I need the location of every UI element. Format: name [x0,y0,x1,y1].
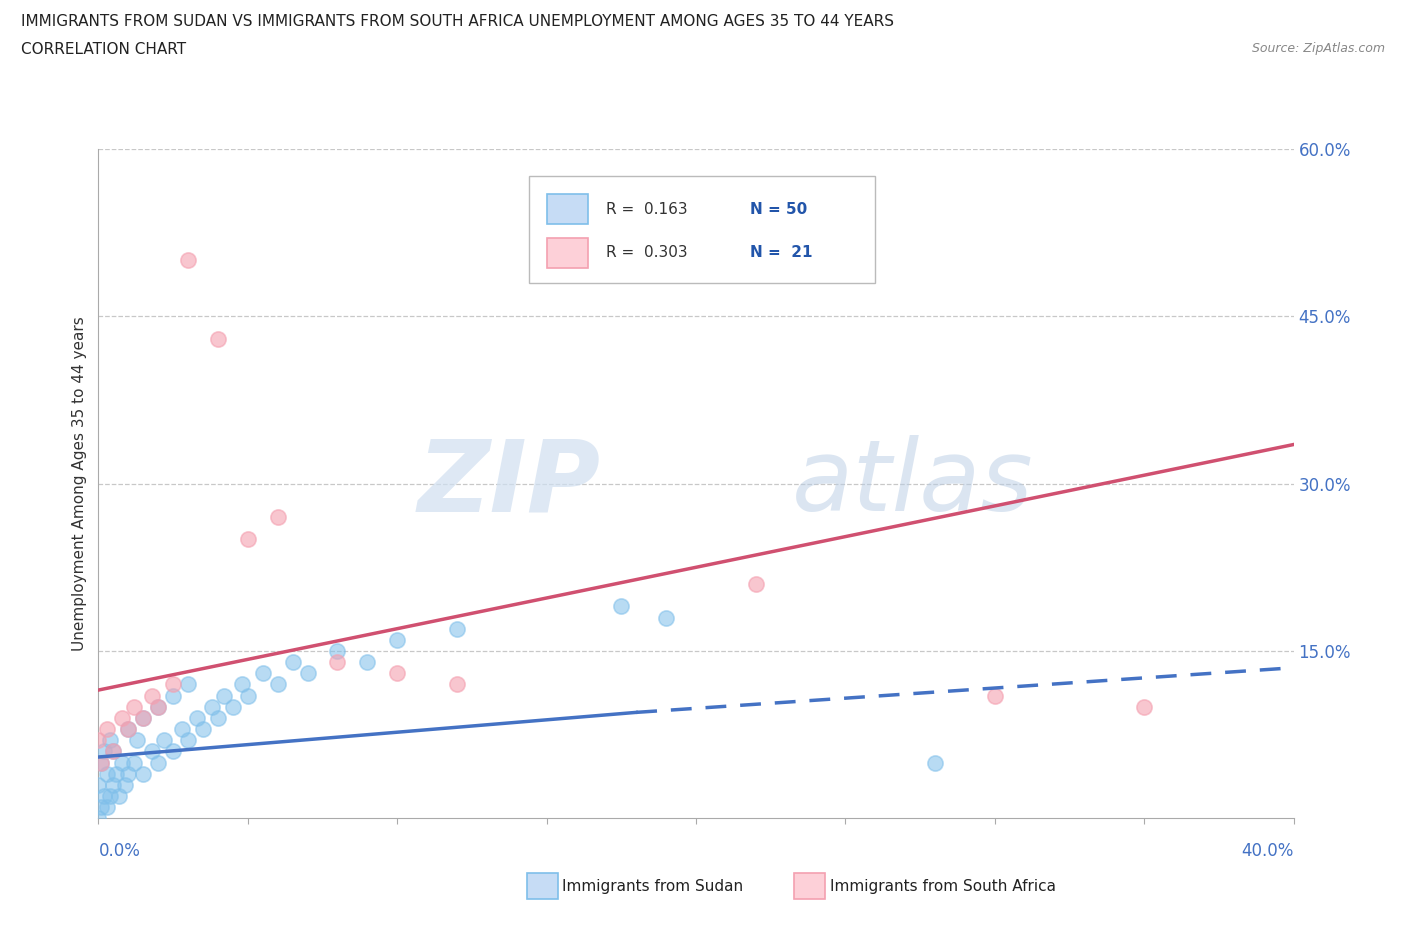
Text: atlas: atlas [792,435,1033,532]
Point [162,744,184,759]
Point [127,733,149,748]
Point [93,789,115,804]
Point [252,666,274,681]
Point [100,789,122,804]
Point [655,610,678,625]
Point [114,777,136,792]
Point [148,755,170,770]
Point [124,755,146,770]
Point [132,711,155,725]
Y-axis label: Unemployment Among Ages 35 to 44 years: Unemployment Among Ages 35 to 44 years [72,316,87,651]
Point [111,755,134,770]
FancyBboxPatch shape [529,176,875,283]
Point [124,699,146,714]
Point [117,766,139,781]
Point [222,699,245,714]
Point [984,688,1007,703]
Point [108,789,131,804]
Point [117,722,139,737]
Bar [547,194,589,224]
Point [1133,699,1156,714]
Point [186,711,208,725]
Point [87,777,110,792]
Point [610,599,633,614]
Point [201,699,224,714]
Bar [547,237,589,268]
Point [117,722,139,737]
Point [446,621,468,636]
Point [96,800,118,815]
Text: Immigrants from South Africa: Immigrants from South Africa [830,879,1056,894]
Point [103,744,125,759]
Text: R =  0.163: R = 0.163 [606,202,688,217]
Point [148,699,170,714]
Point [90,755,112,770]
Point [132,766,155,781]
Point [100,733,122,748]
Text: Immigrants from Sudan: Immigrants from Sudan [562,879,744,894]
Text: 0.0%: 0.0% [98,842,141,859]
Point [87,733,110,748]
Point [93,744,115,759]
Point [153,733,176,748]
Point [177,253,200,268]
Text: ZIP: ZIP [418,435,600,532]
Point [141,744,163,759]
Point [236,532,259,547]
Point [297,666,319,681]
Point [103,744,125,759]
Point [212,688,235,703]
Text: 40.0%: 40.0% [1241,842,1294,859]
Point [96,722,118,737]
Point [111,711,134,725]
Text: IMMIGRANTS FROM SUDAN VS IMMIGRANTS FROM SOUTH AFRICA UNEMPLOYMENT AMONG AGES 35: IMMIGRANTS FROM SUDAN VS IMMIGRANTS FROM… [21,14,894,29]
Point [162,688,184,703]
Text: CORRELATION CHART: CORRELATION CHART [21,42,186,57]
Point [141,688,163,703]
Point [924,755,946,770]
Point [87,811,110,826]
Point [326,644,349,658]
Point [281,655,304,670]
Point [385,632,409,647]
Point [177,677,200,692]
Text: R =  0.303: R = 0.303 [606,246,688,260]
Point [446,677,468,692]
Point [132,711,155,725]
Point [172,722,194,737]
Point [745,577,768,591]
Point [103,777,125,792]
Point [326,655,349,670]
Text: N = 50: N = 50 [749,202,807,217]
Point [90,755,112,770]
Point [356,655,378,670]
Point [207,711,229,725]
Text: N =  21: N = 21 [749,246,813,260]
Point [96,766,118,781]
Text: Source: ZipAtlas.com: Source: ZipAtlas.com [1251,42,1385,55]
Point [177,733,200,748]
Point [162,677,184,692]
Point [267,677,290,692]
Point [105,766,128,781]
Point [148,699,170,714]
Point [231,677,253,692]
Point [207,331,229,346]
Point [191,722,214,737]
Point [267,510,290,525]
Point [90,800,112,815]
Point [236,688,259,703]
Point [385,666,409,681]
